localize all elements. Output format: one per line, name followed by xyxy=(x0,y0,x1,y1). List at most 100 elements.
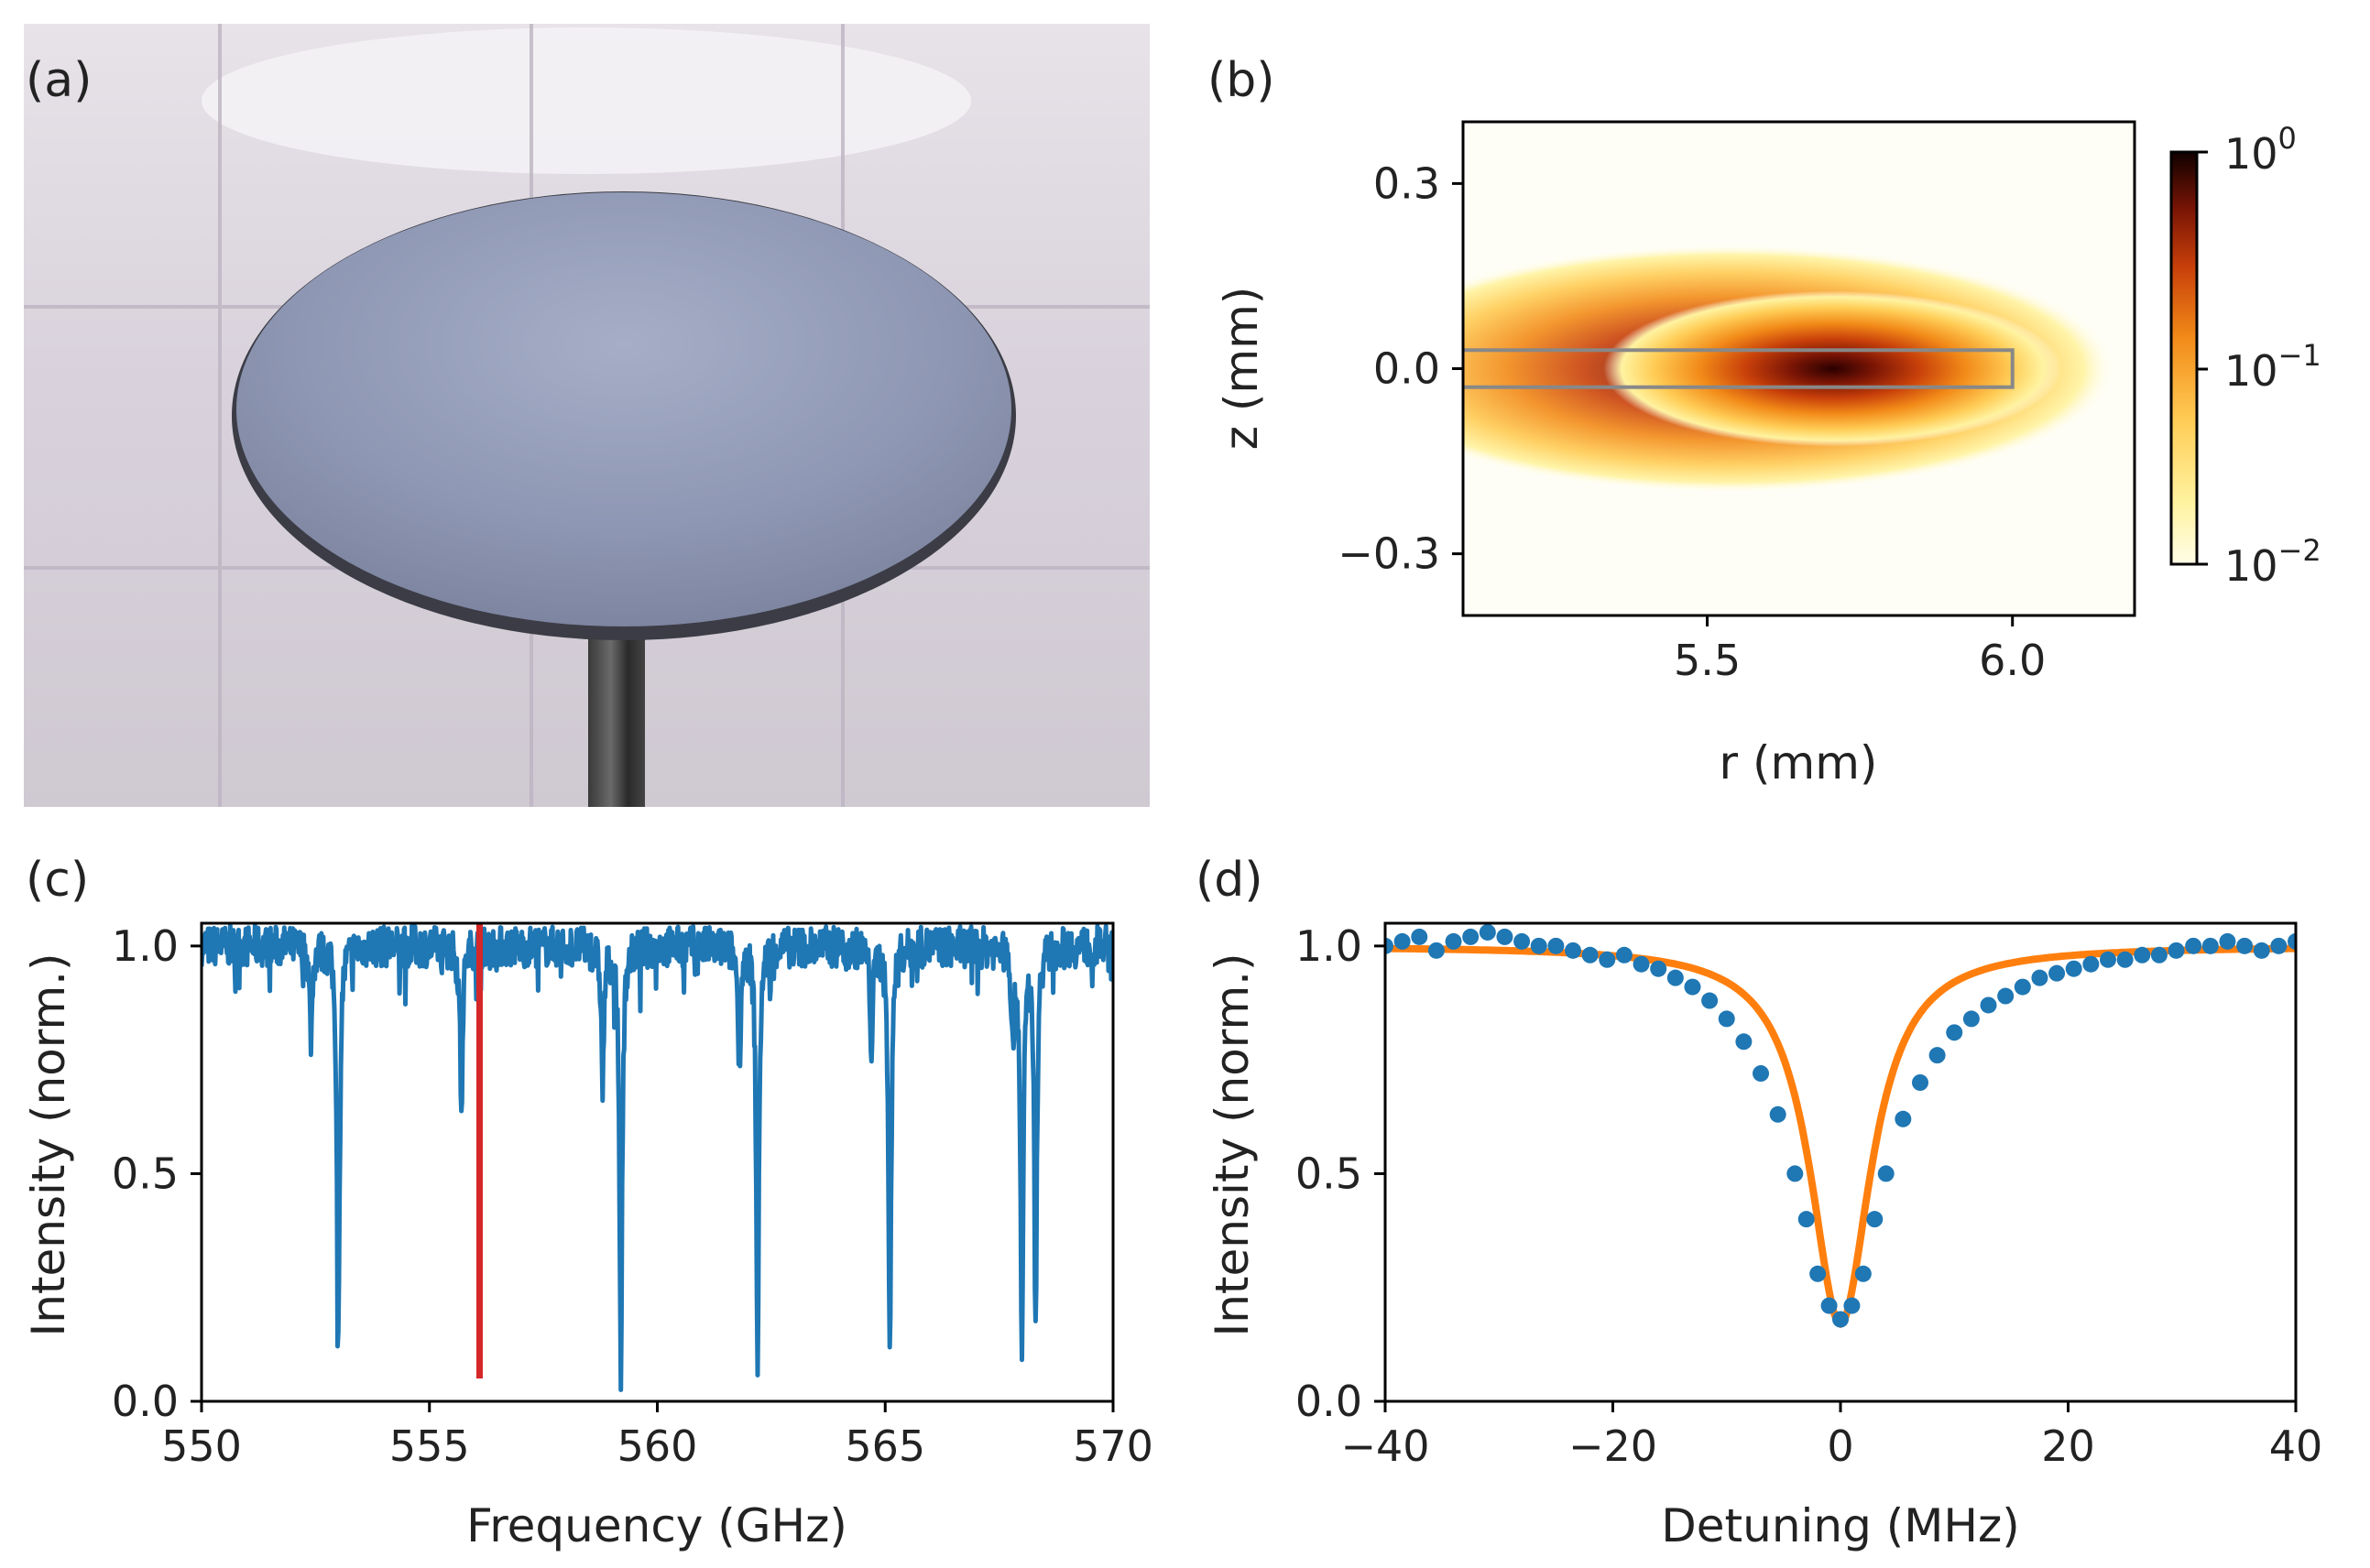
data-point xyxy=(2168,942,2185,959)
spectrum-xtick-label: 555 xyxy=(389,1421,470,1471)
post xyxy=(588,632,645,807)
colorbar-tick-label: 10−2 xyxy=(2224,533,2321,591)
data-point xyxy=(1962,1010,1980,1028)
data-point xyxy=(1615,946,1633,964)
spectrum-ticks: 550 555 560 565 570 0.0 0.5 1.0 xyxy=(112,921,1153,1471)
data-point xyxy=(1786,1165,1804,1182)
data-point xyxy=(2014,978,2031,996)
spectrum-ytick-label: 1.0 xyxy=(112,921,179,971)
spectrum-xtick-label: 570 xyxy=(1073,1421,1153,1471)
data-point xyxy=(1980,996,1997,1014)
data-point xyxy=(1877,1165,1895,1182)
data-point xyxy=(1633,955,1650,973)
data-point xyxy=(2185,937,2202,954)
data-point xyxy=(1895,1110,1912,1127)
data-point xyxy=(1797,1211,1815,1228)
data-point xyxy=(1753,1065,1770,1083)
spectrum-ylabel: Intensity (norm.) xyxy=(22,953,75,1336)
data-point xyxy=(1513,932,1531,950)
panel-label-d: (d) xyxy=(1196,853,1263,908)
data-point xyxy=(2150,946,2168,964)
data-point xyxy=(2270,937,2288,954)
panel-label-a: (a) xyxy=(26,53,92,108)
lineshape-xtick-label: 0 xyxy=(1827,1421,1853,1471)
data-point xyxy=(2099,951,2116,968)
data-point xyxy=(1530,937,1547,954)
spectrum-xtick-label: 565 xyxy=(845,1421,925,1471)
data-point xyxy=(1581,946,1599,964)
data-point xyxy=(2253,942,2270,959)
data-points xyxy=(1385,923,2296,1328)
spectrum-ytick-label: 0.0 xyxy=(112,1377,179,1426)
heatmap-plot: 5.5 6.0 0.3 0.0 −0.3 r (mm) z (mm) xyxy=(1215,120,2136,789)
data-point xyxy=(1479,923,1496,941)
data-point xyxy=(1684,978,1701,996)
lineshape-xtick-label: 20 xyxy=(2041,1421,2095,1471)
heatmap-xtick-label: 6.0 xyxy=(1979,636,2046,685)
data-point xyxy=(2031,969,2048,986)
lineshape-xlabel: Detuning (MHz) xyxy=(1661,1499,2019,1552)
lineshape-ytick-label: 0.5 xyxy=(1295,1149,1362,1198)
data-point xyxy=(1866,1211,1884,1228)
data-point xyxy=(2048,964,2066,982)
panel-label-b: (b) xyxy=(1207,53,1275,108)
heatmap-xtick-label: 5.5 xyxy=(1674,636,1741,685)
data-point xyxy=(1445,932,1462,950)
panel-label-c: (c) xyxy=(26,853,89,908)
spectrum-xtick-label: 550 xyxy=(161,1421,242,1471)
data-point xyxy=(1393,932,1411,950)
colorbar: 100 10−1 10−2 xyxy=(2169,121,2321,591)
data-point xyxy=(2236,937,2254,954)
heatmap-ylabel: z (mm) xyxy=(1215,287,1268,451)
colorbar-tick-label: 100 xyxy=(2224,121,2297,179)
lineshape-xtick-label: −40 xyxy=(1340,1421,1429,1471)
data-point xyxy=(1997,987,2015,1005)
spectrum-plot: 550 555 560 565 570 0.0 0.5 1.0 Frequency (GHz)… xyxy=(22,921,1153,1552)
lineshape-plot: −40 −20 0 20 40 0.0 0.5 1.0 Detuning (MHz) Inte… xyxy=(1206,921,2322,1552)
data-point xyxy=(2134,946,2151,964)
photo-panel xyxy=(24,24,1150,807)
disk-photo-icon xyxy=(236,192,1011,626)
heatmap-xlabel: r (mm) xyxy=(1720,736,1878,789)
data-point xyxy=(1911,1074,1928,1091)
disk-outline xyxy=(1463,348,2015,389)
data-point xyxy=(1496,928,1513,945)
lineshape-ytick-label: 1.0 xyxy=(1295,921,1362,971)
data-point xyxy=(2219,932,2236,950)
data-point xyxy=(1820,1297,1838,1314)
data-point xyxy=(1599,951,1616,968)
data-point xyxy=(1462,928,1480,945)
spectrum-xlabel: Frequency (GHz) xyxy=(466,1499,847,1552)
lineshape-ytick-label: 0.0 xyxy=(1295,1377,1362,1426)
data-point xyxy=(1718,1010,1735,1028)
data-point xyxy=(2201,937,2219,954)
data-point xyxy=(1843,1297,1861,1314)
data-point xyxy=(1809,1265,1827,1282)
spectrum-ytick-label: 0.5 xyxy=(112,1149,179,1198)
data-point xyxy=(1769,1105,1786,1123)
data-point xyxy=(1411,928,1428,945)
heatmap-ticks: 5.5 6.0 0.3 0.0 −0.3 xyxy=(1338,158,2046,685)
data-point xyxy=(1928,1047,1946,1064)
data-point xyxy=(1565,942,1582,959)
data-point xyxy=(1854,1265,1872,1282)
data-point xyxy=(1701,992,1719,1009)
heatmap-ytick-label: 0.3 xyxy=(1373,158,1440,208)
data-point xyxy=(1946,1024,1963,1041)
lineshape-xtick-label: −20 xyxy=(1568,1421,1657,1471)
heatmap-ytick-label: 0.0 xyxy=(1373,344,1440,394)
colorbar-tick-label: 10−1 xyxy=(2224,338,2321,396)
spectrum-xtick-label: 560 xyxy=(617,1421,698,1471)
data-point xyxy=(1427,942,1445,959)
data-point xyxy=(1385,937,1393,954)
data-point xyxy=(2082,955,2100,973)
data-point xyxy=(1666,969,1684,986)
mode-field-core xyxy=(1603,290,2062,447)
data-point xyxy=(2065,960,2082,977)
spectrum-series xyxy=(202,923,1113,1392)
lorentzian-fit xyxy=(1385,944,2296,1329)
lineshape-ylabel: Intensity (norm.) xyxy=(1206,953,1259,1336)
data-point xyxy=(2288,932,2296,950)
data-point xyxy=(1650,960,1667,977)
